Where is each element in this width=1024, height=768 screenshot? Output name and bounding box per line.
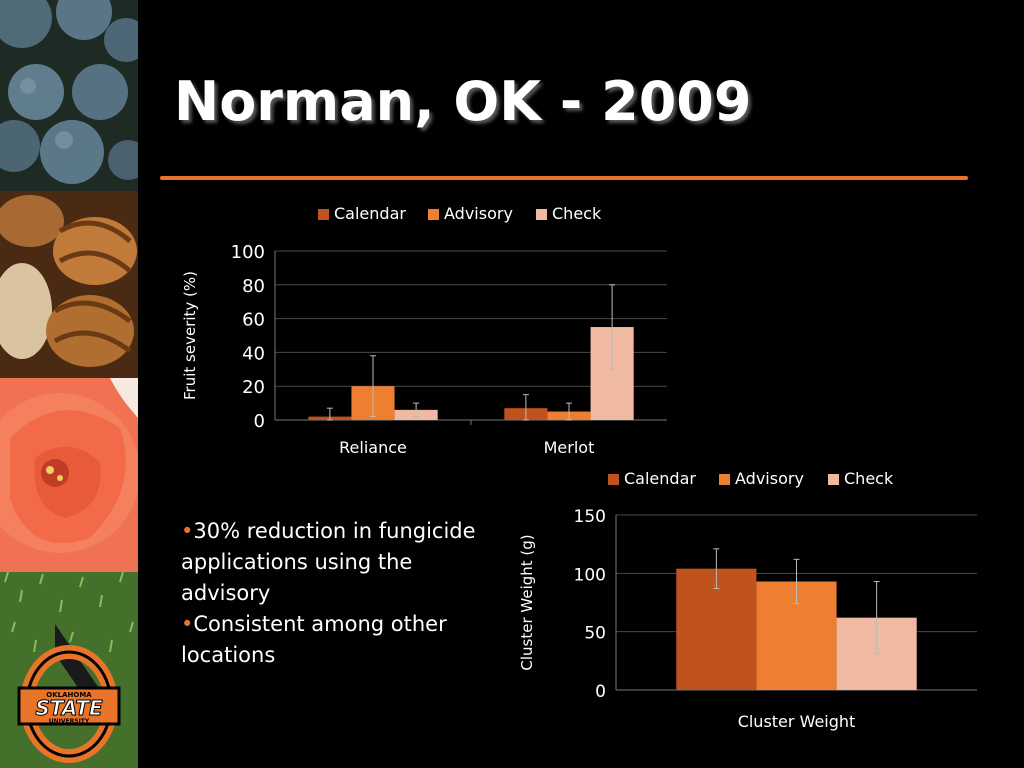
- grapes-photo: [0, 0, 138, 191]
- bullet-list: •30% reduction in fungicide applications…: [181, 516, 491, 671]
- x-tick-label: Reliance: [339, 438, 407, 457]
- legend-swatch: [428, 209, 439, 220]
- grass-photo: OKLAHOMA STATE UNIVERSITY: [0, 572, 138, 768]
- y-tick-label: 0: [595, 682, 606, 702]
- y-axis-label: Cluster Weight (g): [518, 534, 536, 670]
- y-tick-label: 100: [574, 565, 606, 585]
- legend-label: Advisory: [444, 204, 513, 223]
- rose-photo: [0, 378, 138, 572]
- slide-title: Norman, OK - 2009: [174, 70, 752, 133]
- logo-top-text: OKLAHOMA: [46, 691, 92, 699]
- y-tick-label: 20: [242, 377, 265, 398]
- bullet-text: 30% reduction in fungicide applications …: [181, 519, 476, 605]
- title-divider: [160, 176, 968, 180]
- legend-swatch: [608, 474, 619, 485]
- legend-swatch: [536, 209, 547, 220]
- y-tick-label: 50: [584, 624, 606, 644]
- legend-label: Advisory: [735, 469, 804, 488]
- logo-main-text: STATE: [35, 696, 103, 720]
- cluster-weight-chart: Calendar Advisory Check 0 50 100 150 Cluster We…: [518, 469, 977, 731]
- y-tick-label: 100: [231, 242, 265, 263]
- y-tick-label: 40: [242, 343, 265, 364]
- legend-label: Check: [844, 469, 894, 488]
- y-tick-label: 0: [254, 411, 265, 432]
- bullet-text: Consistent among other locations: [181, 612, 447, 667]
- image-strip: OKLAHOMA STATE UNIVERSITY: [0, 0, 138, 768]
- legend-swatch: [828, 474, 839, 485]
- y-tick-label: 80: [242, 276, 265, 297]
- legend-label: Calendar: [624, 469, 696, 488]
- legend-swatch: [719, 474, 730, 485]
- legend-swatch: [318, 209, 329, 220]
- x-tick-label: Merlot: [544, 438, 595, 457]
- y-tick-label: 60: [242, 310, 265, 331]
- bullet-item: •Consistent among other locations: [181, 609, 491, 671]
- x-tick-label: Cluster Weight: [738, 712, 856, 731]
- legend-label: Calendar: [334, 204, 406, 223]
- osu-logo: OKLAHOMA STATE UNIVERSITY: [17, 624, 121, 763]
- logo-bottom-text: UNIVERSITY: [49, 718, 90, 725]
- pecans-photo: [0, 191, 138, 378]
- y-axis-label: Fruit severity (%): [181, 271, 199, 400]
- bullet-marker: •: [181, 519, 194, 543]
- legend-label: Check: [552, 204, 602, 223]
- bullet-marker: •: [181, 612, 194, 636]
- bullet-item: •30% reduction in fungicide applications…: [181, 516, 491, 609]
- y-tick-label: 150: [574, 507, 606, 527]
- fruit-severity-chart: Calendar Advisory Check 0 20 40 60 80 100 Fruit s…: [181, 204, 667, 457]
